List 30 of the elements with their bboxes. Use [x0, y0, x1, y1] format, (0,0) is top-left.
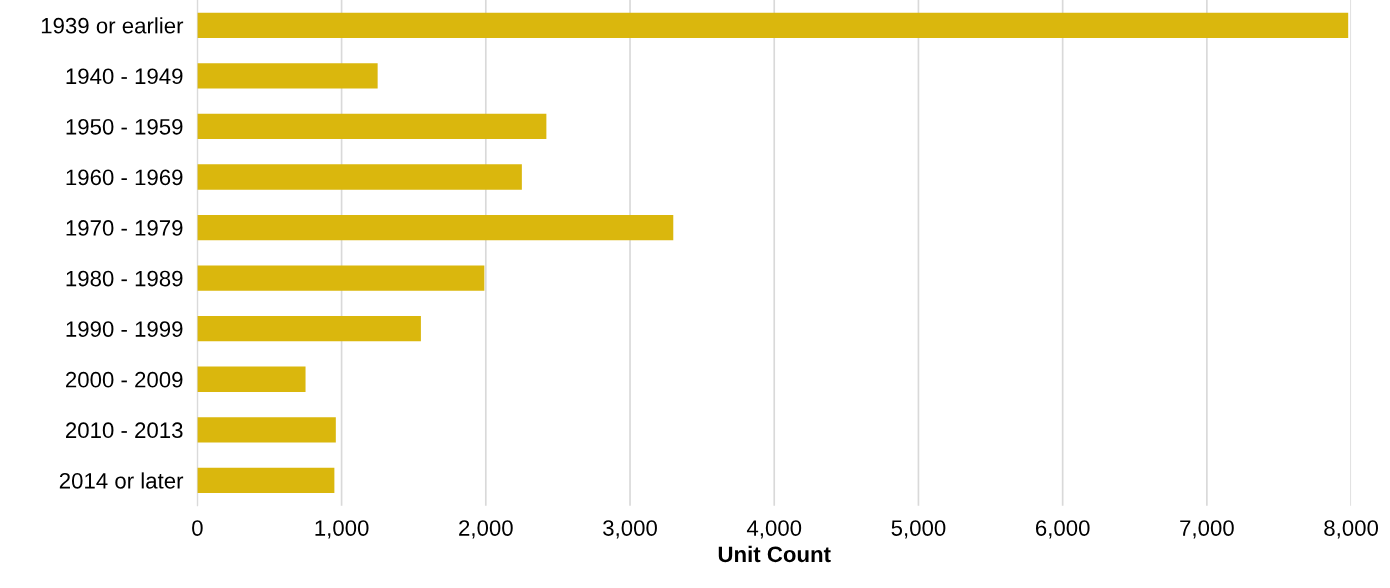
bar: [197, 164, 522, 190]
bar: [197, 63, 378, 89]
x-tick-label: 0: [192, 520, 203, 536]
x-tick-label: 6,000: [1035, 520, 1090, 539]
y-tick-label: 2014 or later: [59, 472, 184, 489]
x-tick-label: 2,000: [459, 520, 513, 539]
x-tick-label: 8,000: [1324, 520, 1379, 539]
bar: [197, 113, 547, 140]
x-tick-label: 7,000: [1180, 520, 1234, 539]
y-tick-label: 1939 or earlier: [41, 17, 184, 34]
y-tick-label: 2000 - 2009: [66, 371, 183, 388]
x-tick-label: 5,000: [891, 520, 946, 539]
y-tick-label: 1990 - 1999: [66, 321, 183, 337]
y-tick-label: 1940 - 1949: [66, 68, 183, 85]
y-tick-label: 1980 - 1989: [66, 270, 183, 287]
bar: [197, 467, 335, 494]
x-tick-label: 3,000: [603, 520, 657, 539]
x-tick-label: 1,000: [315, 520, 369, 539]
bar: [197, 417, 336, 443]
y-tick-label: 1960 - 1969: [66, 169, 183, 186]
bar: [197, 316, 421, 342]
y-tick-label: 1950 - 1959: [66, 118, 183, 135]
bar: [197, 265, 485, 291]
x-tick-label: 4,000: [746, 520, 802, 539]
x-axis-title: Unit Count: [718, 545, 831, 563]
bar: [197, 12, 1349, 38]
bar: [197, 214, 674, 241]
bar: [197, 366, 306, 392]
y-tick-label: 1970 - 1979: [66, 220, 183, 236]
y-tick-label: 2010 - 2013: [66, 422, 183, 439]
